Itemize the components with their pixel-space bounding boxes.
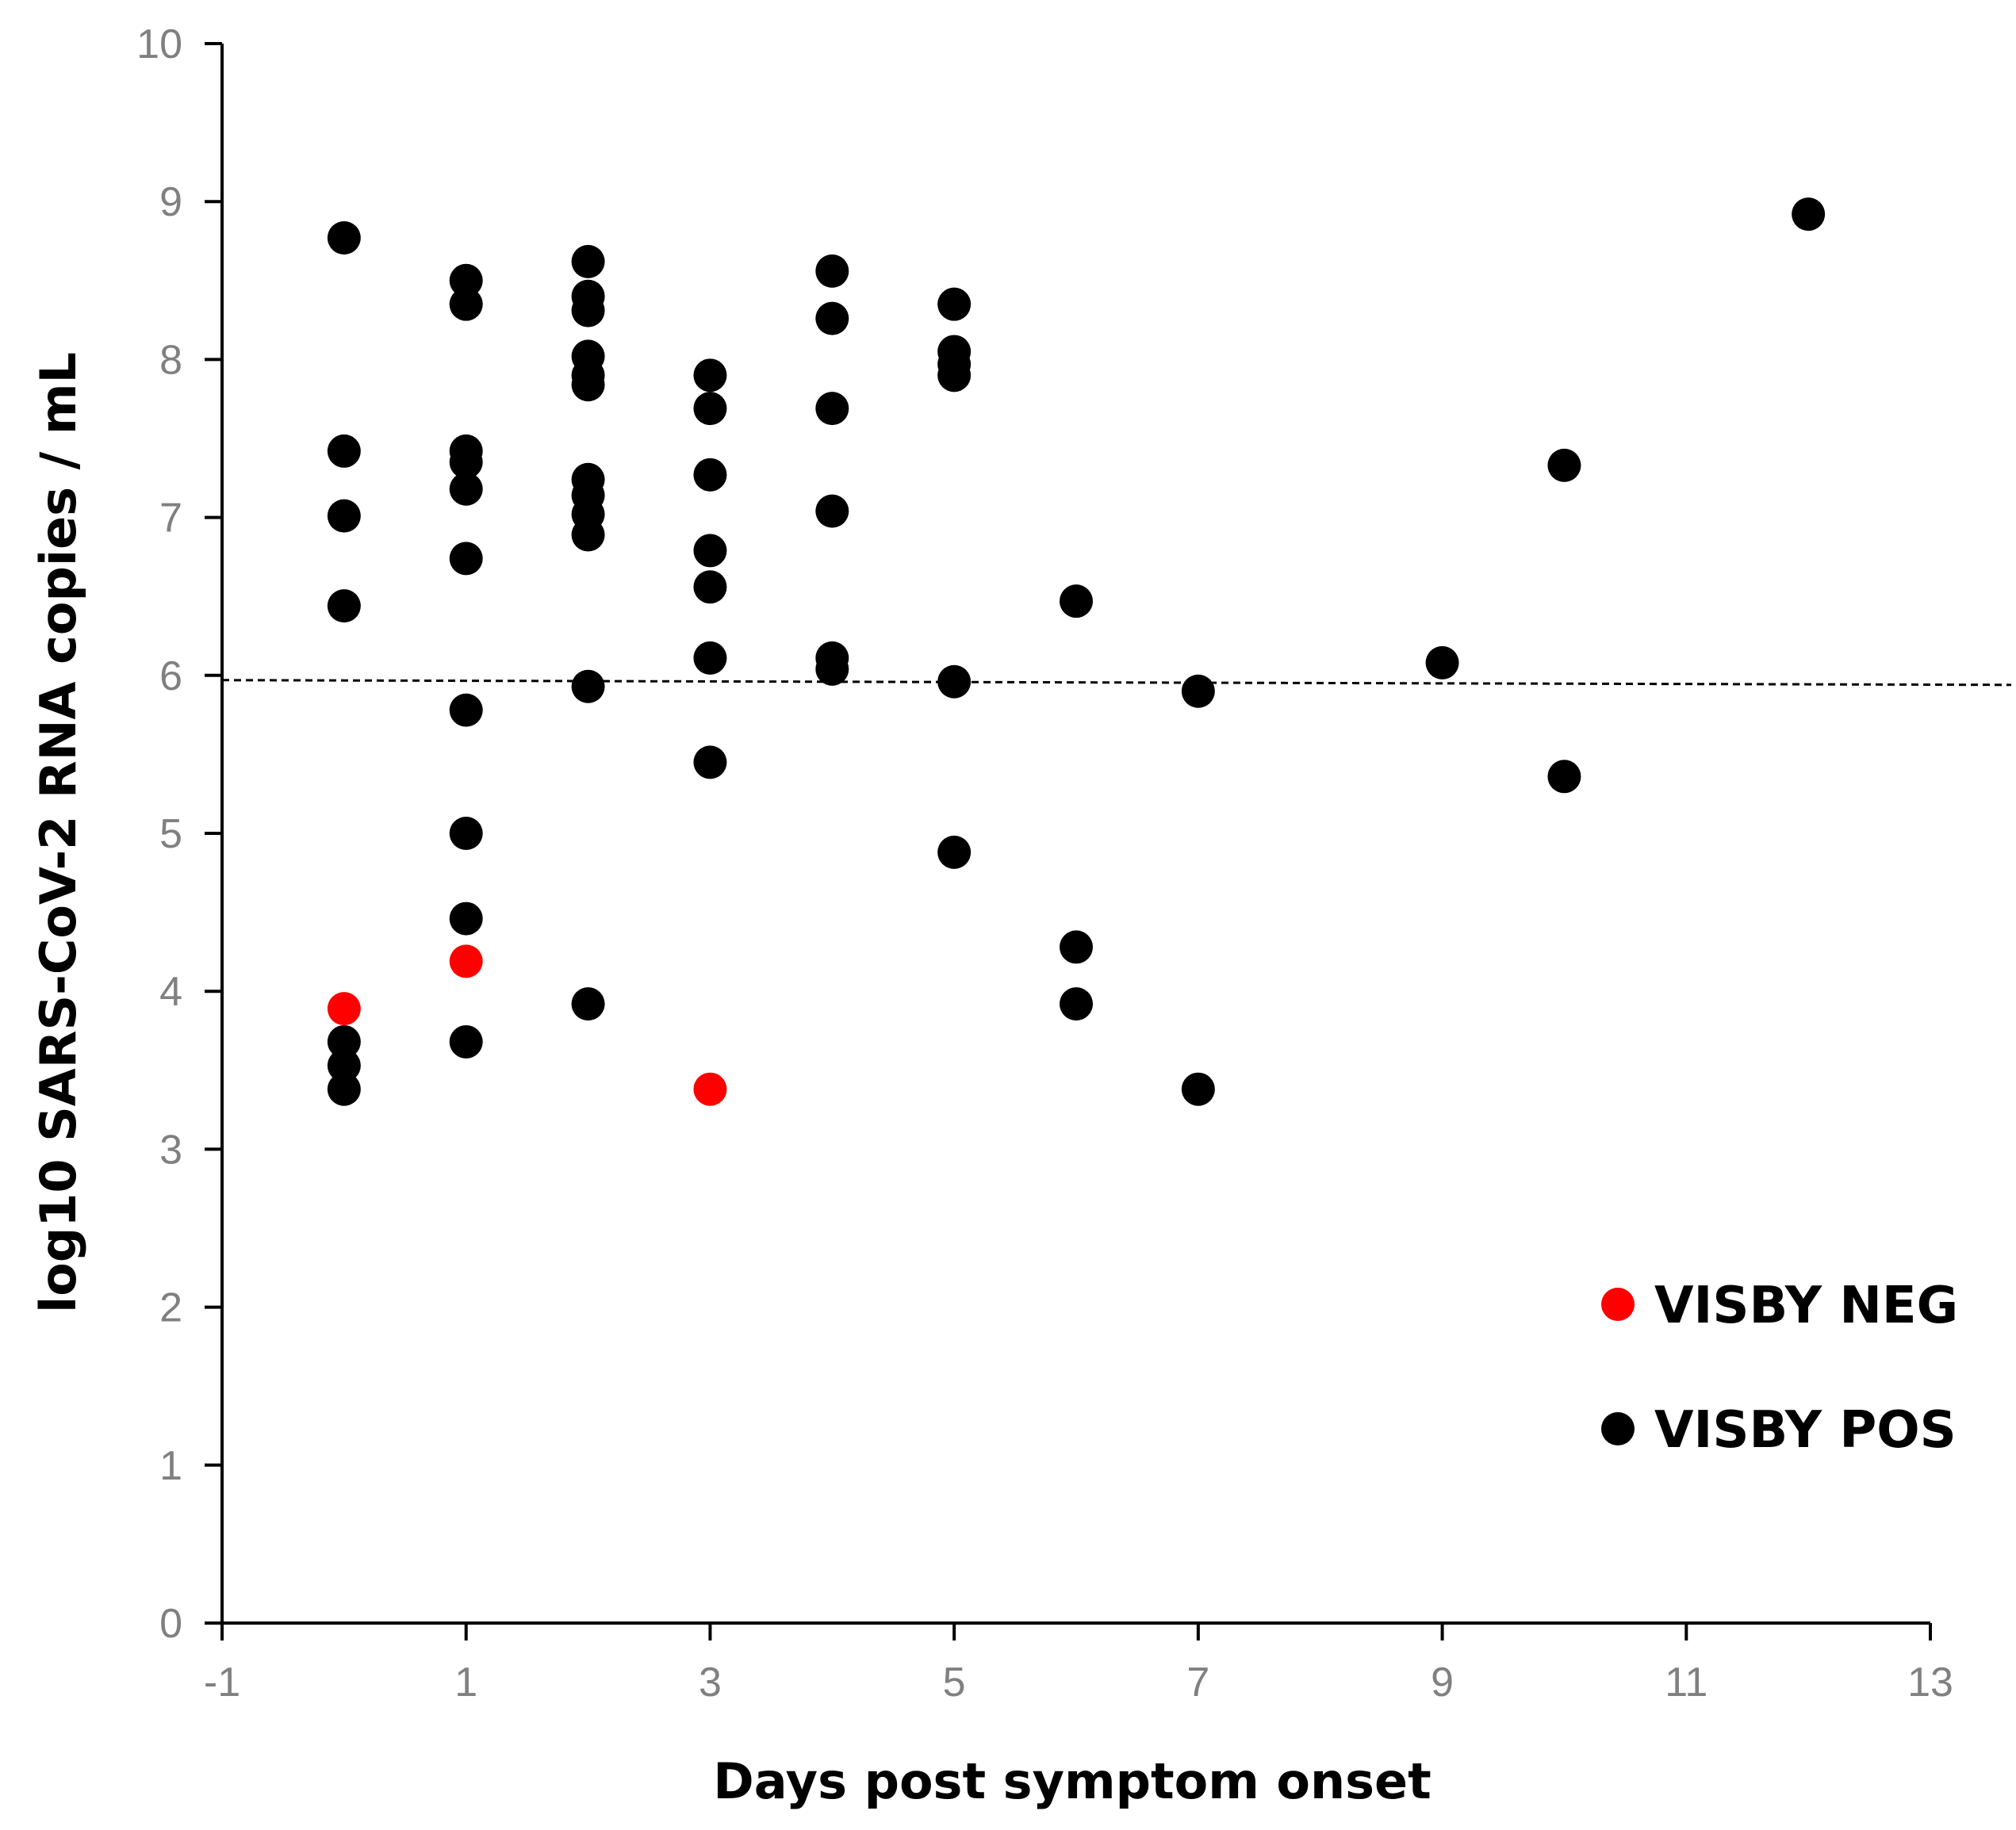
- data-point-visby-pos: [815, 301, 849, 335]
- y-tick-label: 1: [159, 1443, 182, 1489]
- y-tick-label: 5: [159, 811, 182, 857]
- x-tick-label: 11: [1665, 1660, 1707, 1706]
- data-point-visby-pos: [571, 669, 605, 703]
- data-point-visby-pos: [449, 472, 483, 506]
- data-point-visby-pos: [1547, 448, 1581, 482]
- y-tick-label: 3: [159, 1127, 182, 1173]
- y-tick-label: 4: [159, 969, 182, 1015]
- data-point-visby-pos: [571, 987, 605, 1021]
- data-point-visby-pos: [1060, 584, 1093, 618]
- data-point-visby-pos: [815, 254, 849, 288]
- data-point-visby-pos: [693, 458, 727, 492]
- data-point-visby-pos: [449, 817, 483, 850]
- y-tick-label: 10: [136, 21, 182, 67]
- data-point-visby-pos: [693, 358, 727, 392]
- data-point-visby-pos: [571, 368, 605, 402]
- reference-dashed-line: [221, 679, 2012, 687]
- data-point-visby-pos: [327, 1072, 361, 1106]
- data-point-visby-pos: [327, 221, 361, 255]
- data-point-visby-pos: [571, 293, 605, 327]
- data-point-visby-pos: [571, 518, 605, 552]
- y-tick-label: 2: [159, 1285, 182, 1331]
- legend-item-visby-neg: VISBY NEG: [1601, 1277, 1958, 1335]
- data-point-visby-pos: [1181, 1072, 1215, 1106]
- data-point-visby-pos: [449, 902, 483, 936]
- data-point-visby-pos: [327, 499, 361, 533]
- data-point-visby-pos: [571, 244, 605, 278]
- y-ticks: 0 1 2 3 4 5 6 7 8 9 10: [136, 21, 222, 1647]
- data-point-visby-pos: [327, 1024, 361, 1059]
- x-tick-label: 1: [454, 1660, 477, 1706]
- data-point-visby-pos: [937, 358, 972, 392]
- data-point-visby-pos: [327, 589, 361, 623]
- data-point-visby-pos: [327, 434, 361, 468]
- legend-label-visby-neg: VISBY NEG: [1654, 1277, 1958, 1335]
- data-point-visby-pos: [937, 664, 972, 699]
- legend-marker-visby-neg: [1601, 1288, 1635, 1321]
- data-point-visby-pos: [937, 835, 972, 869]
- x-axis-title: Days post symptom onset: [713, 1752, 1431, 1810]
- data-point-visby-neg: [449, 944, 483, 978]
- y-tick-label: 9: [159, 179, 182, 225]
- data-point-visby-pos: [449, 287, 483, 321]
- data-point-visby-pos: [1060, 930, 1093, 964]
- data-point-visby-pos: [1060, 987, 1093, 1021]
- data-point-visby-pos: [693, 534, 727, 568]
- data-point-visby-pos: [449, 693, 483, 727]
- x-tick-label: 3: [699, 1660, 722, 1706]
- data-point-visby-pos: [693, 392, 727, 426]
- data-points: [327, 197, 1826, 1106]
- x-tick-label: 13: [1907, 1660, 1953, 1706]
- data-point-visby-pos: [815, 652, 849, 686]
- data-point-visby-pos: [693, 570, 727, 604]
- y-tick-label: 6: [159, 653, 182, 699]
- data-point-visby-pos: [815, 494, 849, 528]
- y-axis-title: log10 SARS-CoV-2 RNA copies / mL: [29, 352, 87, 1313]
- x-tick-label: 9: [1431, 1660, 1454, 1706]
- legend-item-visby-pos: VISBY POS: [1601, 1401, 1957, 1460]
- data-point-visby-neg: [327, 992, 361, 1026]
- data-point-visby-pos: [1425, 645, 1459, 680]
- data-point-visby-pos: [449, 1024, 483, 1059]
- x-tick-label: -1: [204, 1660, 240, 1706]
- y-tick-label: 8: [159, 337, 182, 383]
- data-point-visby-pos: [1792, 197, 1826, 232]
- data-point-visby-pos: [449, 263, 483, 297]
- data-point-visby-pos: [815, 392, 849, 426]
- data-point-visby-pos: [449, 542, 483, 576]
- data-point-visby-pos: [693, 745, 727, 779]
- data-point-visby-pos: [937, 287, 972, 321]
- y-tick-label: 7: [159, 496, 182, 542]
- x-tick-label: 5: [943, 1660, 966, 1706]
- data-point-visby-pos: [1181, 674, 1215, 708]
- y-tick-label: 0: [159, 1601, 182, 1647]
- legend-label-visby-pos: VISBY POS: [1654, 1401, 1957, 1460]
- x-ticks: -1 1 3 5 7 9 11 13: [204, 1623, 1953, 1706]
- data-point-visby-pos: [449, 445, 483, 479]
- x-tick-label: 7: [1186, 1660, 1209, 1706]
- data-point-visby-pos: [327, 1048, 361, 1082]
- legend-marker-visby-pos: [1601, 1412, 1635, 1445]
- legend: VISBY NEG VISBY POS: [1601, 1277, 1958, 1460]
- data-point-visby-pos: [693, 641, 727, 675]
- data-point-visby-neg: [693, 1072, 727, 1106]
- data-point-visby-pos: [1547, 760, 1581, 794]
